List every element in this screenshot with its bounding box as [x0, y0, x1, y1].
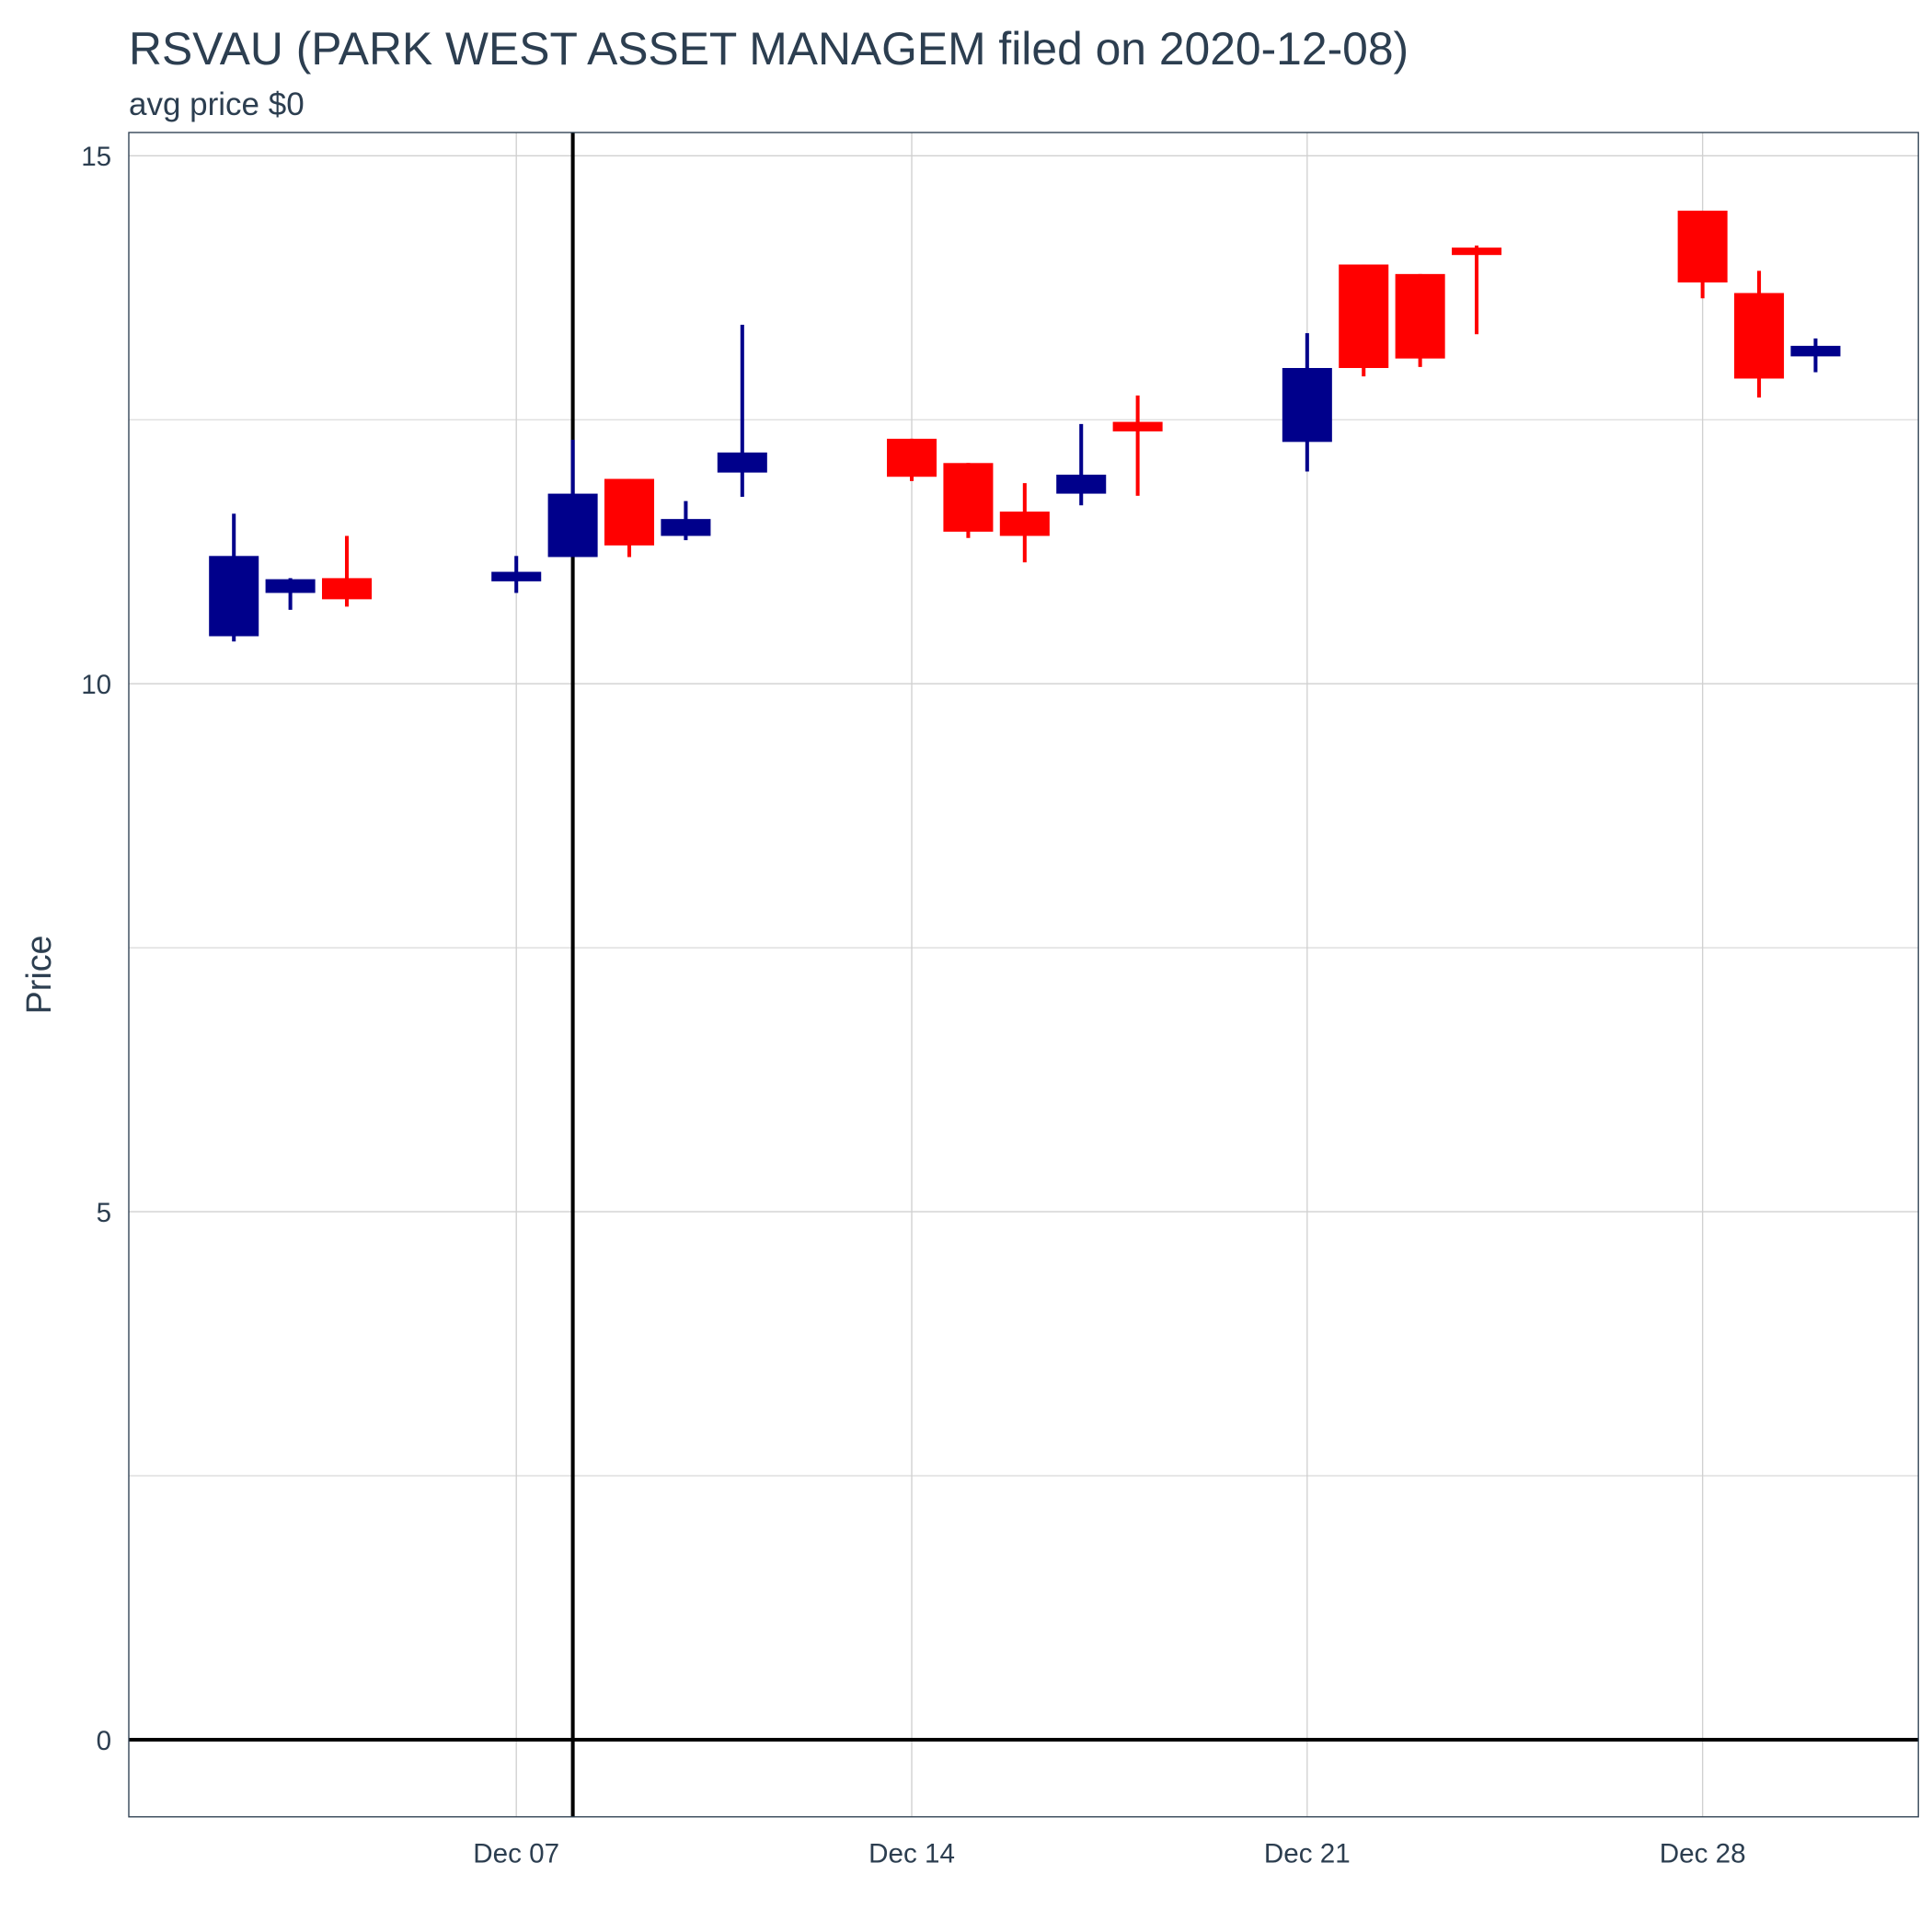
x-tick-label: Dec 21 — [1264, 1839, 1351, 1869]
candle-body — [491, 571, 542, 581]
candle-body — [265, 579, 316, 593]
y-tick-label: 10 — [81, 670, 111, 700]
candle-body — [1056, 474, 1107, 494]
x-tick-label: Dec 07 — [473, 1839, 559, 1869]
candle-body — [943, 463, 994, 532]
plot-frame — [128, 132, 1919, 1818]
candle-body — [661, 519, 711, 536]
candle-body — [209, 556, 259, 637]
candle-body — [1282, 368, 1332, 443]
candle-body — [887, 438, 937, 477]
candle-body — [1790, 345, 1841, 357]
chart-subtitle: avg price $0 — [129, 86, 305, 122]
candle-body — [547, 493, 598, 558]
candle-body — [1452, 247, 1502, 256]
y-tick-label: 0 — [97, 1726, 111, 1756]
candle-body — [1677, 210, 1728, 283]
x-tick-label: Dec 14 — [868, 1839, 955, 1869]
candle-body — [321, 578, 373, 600]
candle-body — [1339, 264, 1389, 369]
candle-body — [1395, 273, 1445, 359]
candle-body — [1734, 293, 1785, 379]
y-tick-label: 5 — [97, 1198, 111, 1228]
chart-title: RSVAU (PARK WEST ASSET MANAGEM filed on … — [129, 23, 1409, 75]
x-tick-label: Dec 28 — [1660, 1839, 1746, 1869]
candle-body — [604, 478, 655, 546]
candle-body — [717, 452, 767, 473]
candle-body — [999, 512, 1050, 536]
candle-body — [1112, 421, 1163, 431]
y-axis-label: Price — [19, 935, 58, 1014]
y-tick-label: 15 — [81, 142, 111, 172]
